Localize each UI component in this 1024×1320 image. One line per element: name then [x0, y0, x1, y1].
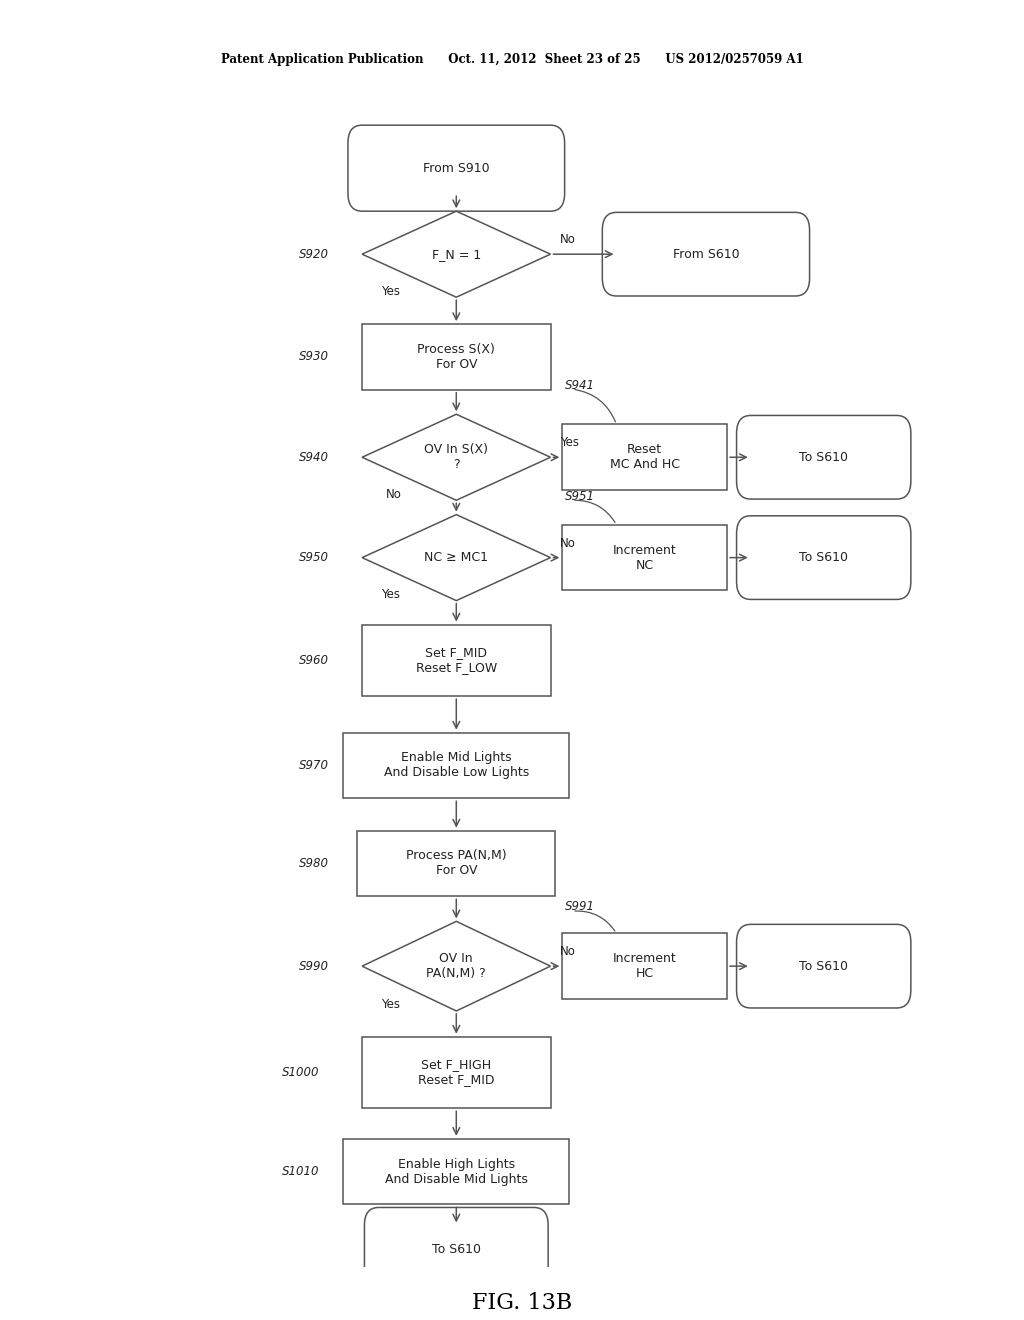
Text: Enable High Lights
And Disable Mid Lights: Enable High Lights And Disable Mid Light… [385, 1158, 527, 1185]
FancyBboxPatch shape [602, 213, 810, 296]
Text: To S610: To S610 [799, 552, 848, 564]
Text: S951: S951 [564, 490, 595, 503]
Text: F_N = 1: F_N = 1 [432, 248, 481, 260]
Text: Increment
NC: Increment NC [612, 544, 677, 572]
FancyBboxPatch shape [362, 325, 551, 389]
FancyBboxPatch shape [343, 1139, 569, 1204]
Text: Enable Mid Lights
And Disable Low Lights: Enable Mid Lights And Disable Low Lights [384, 751, 529, 780]
Text: No: No [386, 488, 401, 500]
Text: Reset
MC And HC: Reset MC And HC [609, 444, 680, 471]
FancyBboxPatch shape [362, 624, 551, 696]
FancyBboxPatch shape [562, 933, 727, 999]
Text: To S610: To S610 [799, 960, 848, 973]
Text: S1010: S1010 [283, 1166, 319, 1179]
Text: No: No [560, 234, 575, 247]
Text: FIG. 13B: FIG. 13B [472, 1292, 572, 1313]
FancyBboxPatch shape [357, 830, 555, 896]
Text: S980: S980 [299, 857, 329, 870]
Text: NC ≥ MC1: NC ≥ MC1 [424, 552, 488, 564]
Polygon shape [362, 211, 551, 297]
Text: OV In
PA(N,M) ?: OV In PA(N,M) ? [426, 952, 486, 981]
FancyBboxPatch shape [343, 733, 569, 799]
FancyBboxPatch shape [736, 516, 910, 599]
Text: S941: S941 [564, 379, 595, 392]
Text: Process S(X)
For OV: Process S(X) For OV [418, 343, 496, 371]
FancyBboxPatch shape [736, 924, 910, 1008]
Text: No: No [560, 537, 575, 549]
Polygon shape [362, 921, 551, 1011]
Text: To S610: To S610 [432, 1243, 481, 1255]
Text: Set F_MID
Reset F_LOW: Set F_MID Reset F_LOW [416, 647, 497, 675]
Text: From S910: From S910 [423, 161, 489, 174]
Text: S1000: S1000 [283, 1067, 319, 1078]
Text: S920: S920 [299, 248, 329, 260]
Text: Yes: Yes [381, 589, 400, 601]
FancyBboxPatch shape [348, 125, 564, 211]
Text: S970: S970 [299, 759, 329, 772]
Text: OV In S(X)
?: OV In S(X) ? [424, 444, 488, 471]
FancyBboxPatch shape [736, 416, 910, 499]
Text: S960: S960 [299, 653, 329, 667]
Text: Yes: Yes [381, 998, 400, 1011]
Text: No: No [560, 945, 575, 958]
Text: Process PA(N,M)
For OV: Process PA(N,M) For OV [406, 850, 507, 878]
Text: S990: S990 [299, 960, 329, 973]
Text: Set F_HIGH
Reset F_MID: Set F_HIGH Reset F_MID [418, 1059, 495, 1086]
FancyBboxPatch shape [362, 1036, 551, 1109]
Text: Yes: Yes [560, 437, 579, 449]
Polygon shape [362, 515, 551, 601]
Text: S930: S930 [299, 350, 329, 363]
Text: Increment
HC: Increment HC [612, 952, 677, 981]
FancyBboxPatch shape [562, 525, 727, 590]
Text: Yes: Yes [381, 285, 400, 298]
Text: S950: S950 [299, 552, 329, 564]
FancyBboxPatch shape [365, 1208, 548, 1291]
Text: Patent Application Publication      Oct. 11, 2012  Sheet 23 of 25      US 2012/0: Patent Application Publication Oct. 11, … [221, 53, 803, 66]
Polygon shape [362, 414, 551, 500]
Text: S940: S940 [299, 450, 329, 463]
Text: S991: S991 [564, 900, 595, 913]
Text: From S610: From S610 [673, 248, 739, 260]
Text: To S610: To S610 [799, 450, 848, 463]
FancyBboxPatch shape [562, 425, 727, 490]
